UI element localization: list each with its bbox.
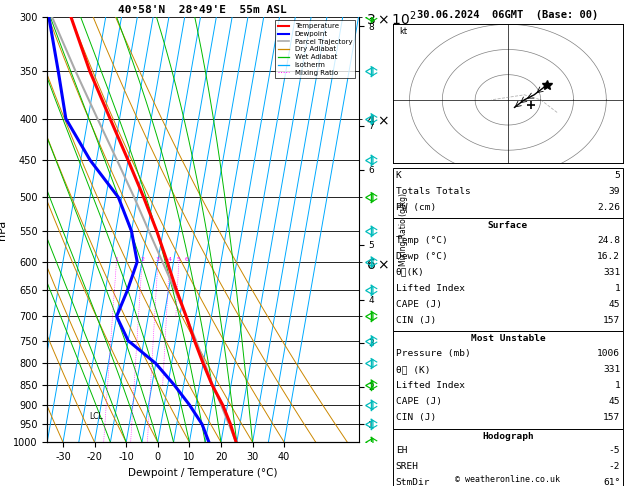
Text: EH: EH <box>396 446 407 455</box>
Text: 2: 2 <box>140 257 144 262</box>
Text: 24.8: 24.8 <box>597 236 620 245</box>
Text: 5: 5 <box>615 171 620 180</box>
Text: CAPE (J): CAPE (J) <box>396 300 442 309</box>
Text: Lifted Index: Lifted Index <box>396 284 465 293</box>
Text: -5: -5 <box>609 446 620 455</box>
Text: 1: 1 <box>114 257 118 262</box>
Text: Dewp (°C): Dewp (°C) <box>396 252 447 261</box>
Text: LCL: LCL <box>89 412 103 421</box>
Text: Totals Totals: Totals Totals <box>396 187 470 196</box>
Text: Lifted Index: Lifted Index <box>396 381 465 390</box>
Text: -2: -2 <box>609 462 620 471</box>
Text: 1006: 1006 <box>597 349 620 358</box>
Text: 45: 45 <box>609 397 620 406</box>
Text: 30.06.2024  06GMT  (Base: 00): 30.06.2024 06GMT (Base: 00) <box>417 10 599 20</box>
Text: Pressure (mb): Pressure (mb) <box>396 349 470 358</box>
Text: 45: 45 <box>609 300 620 309</box>
Text: StmDir: StmDir <box>396 478 430 486</box>
Text: Temp (°C): Temp (°C) <box>396 236 447 245</box>
Text: 61°: 61° <box>603 478 620 486</box>
Text: Most Unstable: Most Unstable <box>470 334 545 344</box>
Text: 331: 331 <box>603 365 620 374</box>
Text: © weatheronline.co.uk: © weatheronline.co.uk <box>455 474 560 484</box>
Text: 331: 331 <box>603 268 620 277</box>
Text: 1: 1 <box>615 284 620 293</box>
Text: K: K <box>396 171 401 180</box>
Text: PW (cm): PW (cm) <box>396 203 436 212</box>
Title: 40°58'N  28°49'E  55m ASL: 40°58'N 28°49'E 55m ASL <box>118 5 287 15</box>
Text: 16.2: 16.2 <box>597 252 620 261</box>
Text: 3: 3 <box>156 257 160 262</box>
Text: CAPE (J): CAPE (J) <box>396 397 442 406</box>
Text: Hodograph: Hodograph <box>482 432 534 441</box>
Text: 39: 39 <box>609 187 620 196</box>
Text: θᴇ(K): θᴇ(K) <box>396 268 425 277</box>
Text: CIN (J): CIN (J) <box>396 316 436 325</box>
Text: Mixing Ratio (g/kg): Mixing Ratio (g/kg) <box>399 193 408 266</box>
Text: 6: 6 <box>184 257 189 262</box>
Legend: Temperature, Dewpoint, Parcel Trajectory, Dry Adiabat, Wet Adiabat, Isotherm, Mi: Temperature, Dewpoint, Parcel Trajectory… <box>276 20 355 78</box>
Text: 4: 4 <box>167 257 172 262</box>
Text: 157: 157 <box>603 316 620 325</box>
Text: 1: 1 <box>615 381 620 390</box>
Text: kt: kt <box>399 27 408 36</box>
Text: SREH: SREH <box>396 462 419 471</box>
Text: CIN (J): CIN (J) <box>396 413 436 422</box>
Y-axis label: km
ASL: km ASL <box>428 220 444 239</box>
Y-axis label: hPa: hPa <box>0 220 8 240</box>
Text: 5: 5 <box>177 257 181 262</box>
Text: 157: 157 <box>603 413 620 422</box>
Text: Surface: Surface <box>488 221 528 230</box>
Text: 2.26: 2.26 <box>597 203 620 212</box>
X-axis label: Dewpoint / Temperature (°C): Dewpoint / Temperature (°C) <box>128 468 277 478</box>
Text: θᴇ (K): θᴇ (K) <box>396 365 430 374</box>
